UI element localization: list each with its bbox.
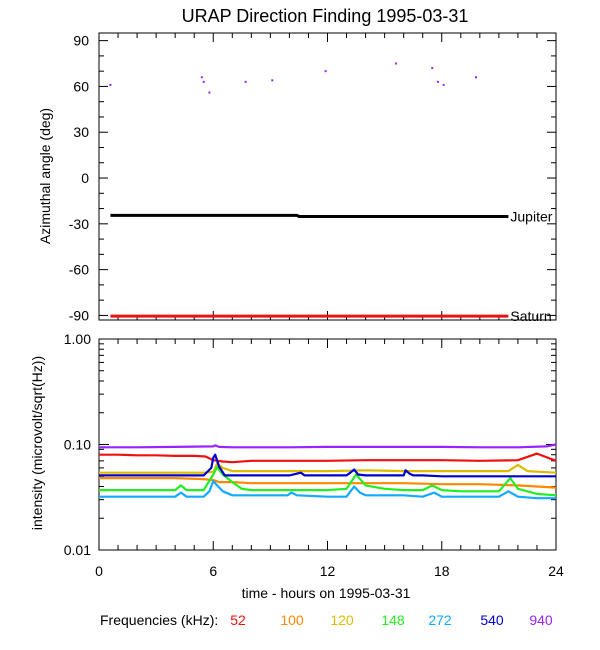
frequency-legend: Frequencies (kHz): 52 100 120 148 272 540 940 xyxy=(100,612,553,628)
azimuth-point-940 xyxy=(109,83,112,86)
time-xtick-label: 18 xyxy=(434,563,450,579)
legend-item-52: 52 xyxy=(230,612,246,628)
legend-item-540: 540 xyxy=(480,612,504,628)
azimuth-ytick-label: 30 xyxy=(73,124,89,140)
azimuth-ytick-label: 60 xyxy=(73,78,89,94)
azimuth-ytick-label: -60 xyxy=(69,262,89,278)
saturn-label: Saturn xyxy=(510,308,551,324)
azimuth-point-940 xyxy=(244,80,247,83)
intensity-panel-frame xyxy=(98,338,557,551)
jupiter-label: Jupiter xyxy=(510,208,552,224)
legend-item-100: 100 xyxy=(280,612,304,628)
azimuth-point-940 xyxy=(324,70,327,73)
azimuth-point-940 xyxy=(442,83,445,86)
legend-item-272: 272 xyxy=(428,612,452,628)
azimuth-point-940 xyxy=(202,80,205,83)
azimuth-point-940 xyxy=(395,62,398,65)
series-120-khz xyxy=(99,462,557,474)
series-540-khz xyxy=(99,453,556,478)
azimuth-axis-label: Azimuthal angle (deg) xyxy=(37,108,53,244)
intensity-ytick-label: 0.01 xyxy=(64,542,91,558)
intensity-panel: 1.00 0.10 0.010 6 12 18 24 intensity (microvol… xyxy=(29,331,564,601)
azimuth-point-940 xyxy=(475,76,478,79)
intensity-axis-label: intensity (microvolt/sqrt(Hz)) xyxy=(29,356,45,530)
azimuth-panel: 90 60 30 0 -30 -60 -90 Jupiter Saturn Azimuthal… xyxy=(37,32,557,324)
azimuth-ytick-label: -30 xyxy=(69,216,89,232)
legend-item-940: 940 xyxy=(529,612,553,628)
time-xtick-label: 12 xyxy=(320,563,336,579)
azimuth-point-940 xyxy=(436,80,439,83)
legend-item-120: 120 xyxy=(330,612,354,628)
legend-item-148: 148 xyxy=(381,612,405,628)
series-52-khz xyxy=(99,452,557,464)
azimuth-point-940 xyxy=(271,79,274,82)
azimuth-ytick-label: 0 xyxy=(81,170,89,186)
azimuth-panel-frame xyxy=(98,32,557,321)
series-272-khz xyxy=(99,480,556,500)
chart-title: URAP Direction Finding 1995-03-31 xyxy=(182,6,469,26)
azimuth-ytick-label: 90 xyxy=(73,33,89,49)
time-xtick-label: 0 xyxy=(95,563,103,579)
time-xtick-label: 6 xyxy=(209,563,217,579)
series-940-khz xyxy=(99,443,557,449)
azimuth-ytick-label: -90 xyxy=(69,307,89,323)
jupiter-reference-line xyxy=(110,213,509,218)
legend-prefix: Frequencies (kHz): xyxy=(100,612,218,628)
azimuth-point-940 xyxy=(431,67,434,70)
time-axis-label: time - hours on 1995-03-31 xyxy=(242,585,411,601)
intensity-ytick-label: 0.10 xyxy=(64,437,91,453)
series-100-khz xyxy=(99,477,557,489)
series-148-khz xyxy=(99,466,557,497)
azimuth-point-940 xyxy=(200,76,203,79)
intensity-ytick-label: 1.00 xyxy=(64,331,91,347)
azimuth-point-940 xyxy=(208,91,211,94)
time-xtick-label: 24 xyxy=(548,563,564,579)
